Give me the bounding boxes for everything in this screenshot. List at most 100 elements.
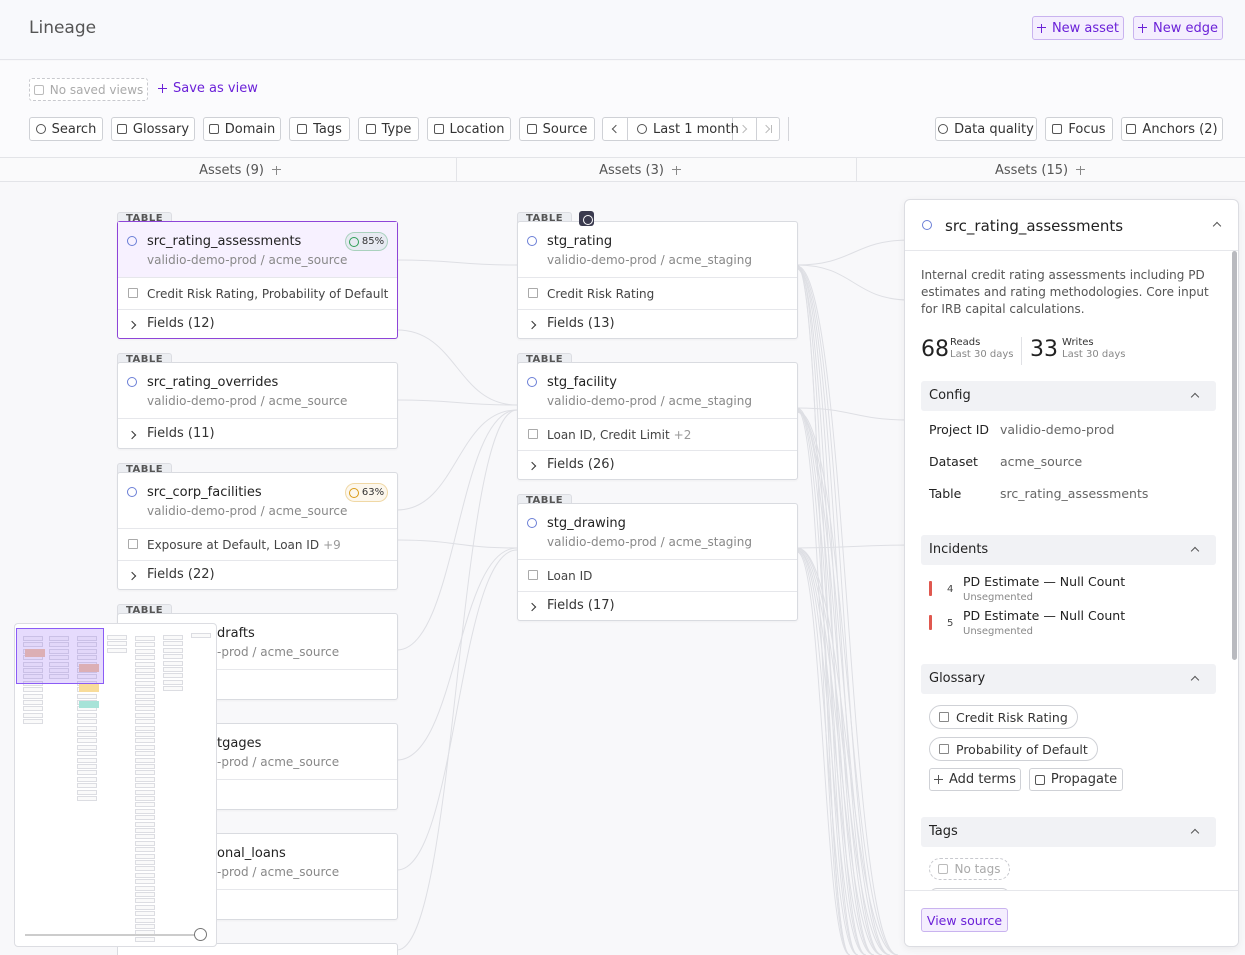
minimap-node	[135, 789, 155, 795]
button[interactable]: Search	[29, 117, 103, 141]
edge	[796, 544, 911, 549]
node-path: -prod / acme_source	[217, 645, 340, 659]
edge	[796, 265, 899, 955]
fields-toggle: Fields (11)	[147, 426, 215, 441]
glossary-term[interactable]: Credit Risk Rating	[929, 705, 1078, 729]
edge	[796, 408, 867, 955]
minimap-node	[163, 679, 183, 685]
incident-count: 5	[947, 618, 954, 629]
last-bar	[771, 125, 773, 133]
minimap-node	[135, 764, 155, 769]
card-divider	[118, 277, 397, 278]
badge-value: 85%	[361, 236, 385, 247]
term-label: Probability of Default	[956, 741, 1088, 757]
edge	[796, 266, 891, 955]
minimap-node	[135, 796, 155, 801]
button[interactable]: Data quality	[935, 117, 1037, 141]
minimap-node	[135, 834, 155, 840]
button[interactable]: Anchors (2)	[1121, 117, 1223, 141]
node-card[interactable]: stg_rating validio-demo-prod / acme_stagi…	[517, 221, 798, 339]
button[interactable]: Focus	[1045, 117, 1113, 141]
icon	[33, 84, 44, 95]
kind-label: TABLE	[125, 605, 164, 616]
section-chevron	[1190, 828, 1200, 838]
card-divider	[518, 591, 797, 592]
minimap-node	[135, 917, 155, 923]
glossary-action[interactable]: Propagate	[1029, 768, 1123, 791]
incident-title: PD Estimate — Null Count	[963, 574, 1126, 589]
card-divider	[118, 779, 397, 780]
button[interactable]: Tags	[289, 117, 350, 141]
button[interactable]: Type	[358, 117, 419, 141]
minimap-node	[163, 641, 183, 647]
save-view-link[interactable]: Save as view	[158, 81, 258, 96]
node-name: src_rating_overrides	[147, 375, 279, 390]
node-card[interactable]: stg_drawing validio-demo-prod / acme_stag…	[517, 503, 798, 621]
minimap-node	[163, 686, 183, 692]
glossary-action[interactable]: Add terms	[929, 768, 1021, 791]
node-card[interactable]: stg_facility validio-demo-prod / acme_sta…	[517, 362, 798, 480]
asset-icon	[127, 236, 137, 246]
button-label: New edge	[1153, 20, 1218, 36]
minimap-node	[135, 879, 155, 885]
button[interactable]: Location	[427, 117, 511, 141]
asset-icon	[922, 220, 932, 230]
node-card[interactable]: src_corp_facilities validio-demo-prod / a…	[117, 472, 398, 590]
button[interactable]: New edge	[1133, 16, 1223, 40]
config-key: Dataset	[929, 454, 978, 469]
button[interactable]: New asset	[1032, 16, 1124, 40]
button-label: Domain	[224, 121, 276, 137]
section-header[interactable]: Glossary	[921, 664, 1216, 694]
time-range-group[interactable]: Last 1 month	[602, 117, 780, 141]
badge-value: 63%	[361, 487, 385, 498]
minimap-node	[77, 712, 97, 718]
card-divider	[118, 889, 397, 890]
config-key: Table	[929, 486, 962, 501]
minimap-node	[77, 732, 97, 737]
button-label: New asset	[1051, 20, 1120, 36]
plus-icon	[1036, 23, 1046, 33]
minimap-highlight	[25, 649, 45, 657]
config-key: Project ID	[929, 422, 990, 437]
minimap-node	[135, 712, 155, 718]
node-terms: Credit Risk Rating, Probability of Defau…	[147, 287, 389, 301]
button[interactable]: Glossary	[111, 117, 195, 141]
minimap-node	[135, 642, 155, 648]
asset-icon	[527, 236, 537, 246]
card-divider	[518, 309, 797, 310]
minimap-node	[49, 661, 69, 667]
section-header[interactable]: Incidents	[921, 535, 1216, 565]
node-card[interactable]: src_rating_assessments validio-demo-prod …	[117, 221, 398, 339]
link-label: Save as view	[173, 81, 258, 96]
stat-period: Last 30 days	[950, 349, 1014, 360]
fields-chevron	[127, 571, 137, 581]
badge-icon	[348, 236, 359, 247]
minimap-node	[135, 911, 155, 917]
button[interactable]: Source	[519, 117, 595, 141]
zoom-knob[interactable]	[194, 928, 207, 941]
minimap-node	[135, 802, 155, 808]
view-source-button[interactable]: View source	[921, 908, 1008, 932]
doc-icon	[128, 288, 138, 298]
button-label: Type	[381, 121, 412, 137]
section-header[interactable]: Tags	[921, 817, 1216, 847]
icon	[208, 124, 219, 134]
button[interactable]: Domain	[203, 117, 281, 141]
button-label: Location	[449, 121, 505, 137]
node-path: -prod / acme_source	[217, 755, 340, 769]
stat-label: Writes	[1062, 337, 1094, 348]
stat-label: Reads	[950, 337, 981, 348]
incident-segment: Unsegmented	[963, 592, 1034, 603]
minimap-node	[135, 924, 155, 929]
section-header[interactable]: Config	[921, 381, 1216, 411]
term-label: Credit Risk Rating	[956, 709, 1068, 725]
button[interactable]: No saved views	[29, 78, 148, 101]
node-path: validio-demo-prod / acme_staging	[547, 253, 752, 267]
node-card[interactable]: src_rating_overrides validio-demo-prod / …	[117, 362, 398, 449]
glossary-term[interactable]: Probability of Default	[929, 737, 1098, 761]
button-label: Source	[542, 121, 588, 137]
fields-toggle: Fields (17)	[547, 598, 615, 613]
tags-empty: No tags	[929, 858, 1010, 880]
